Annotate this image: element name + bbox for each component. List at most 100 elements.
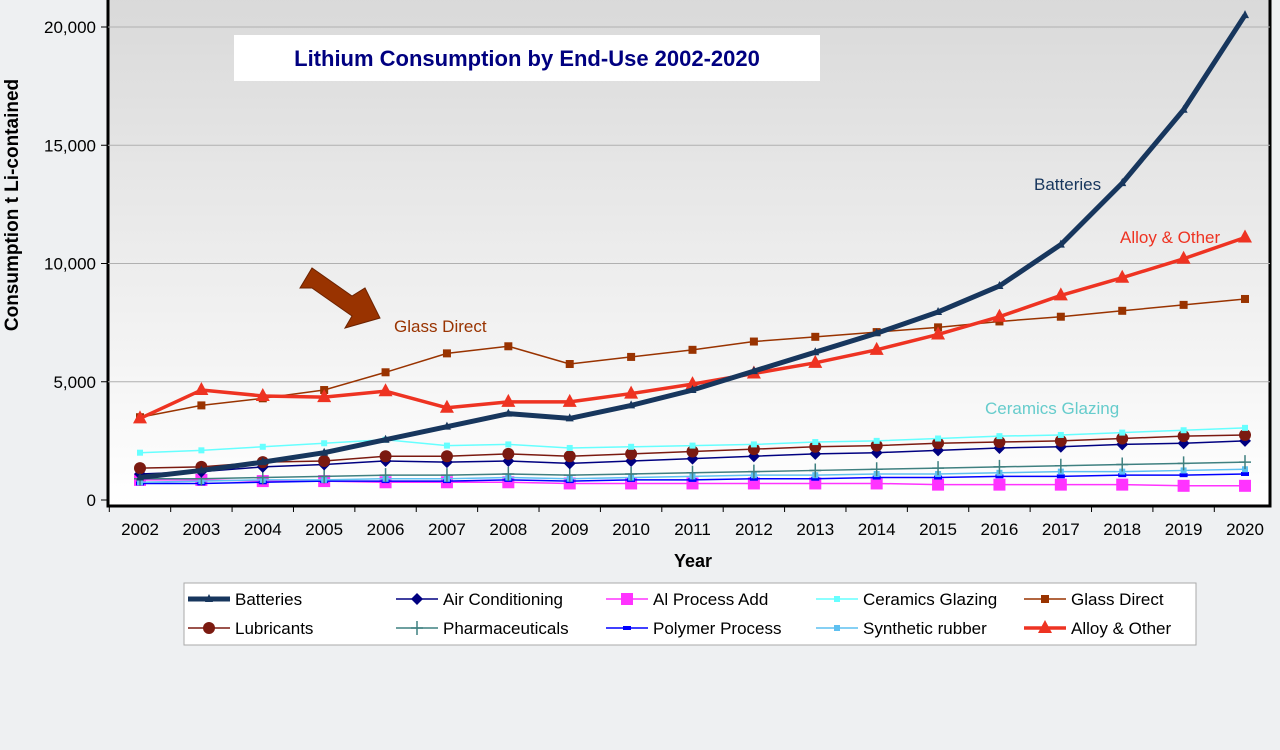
- legend-label: Ceramics Glazing: [863, 590, 997, 609]
- data-point: [627, 352, 636, 361]
- data-point: [501, 393, 516, 407]
- legend-item: Synthetic rubber: [816, 619, 987, 638]
- x-tick-label: 2018: [1103, 520, 1141, 539]
- data-point: [812, 439, 819, 446]
- data-point: [811, 332, 820, 341]
- data-point: [566, 444, 573, 451]
- y-tick-label: 10,000: [44, 255, 96, 274]
- data-point: [1177, 456, 1190, 471]
- legend-item: Glass Direct: [1024, 590, 1164, 609]
- x-tick-label: 2014: [858, 520, 896, 539]
- data-point: [197, 465, 206, 474]
- x-tick-label: 2016: [981, 520, 1019, 539]
- data-point: [935, 435, 942, 442]
- data-point: [1054, 478, 1067, 491]
- data-point: [870, 462, 883, 477]
- data-point: [381, 368, 390, 377]
- data-point: [932, 478, 945, 491]
- legend-marker: [834, 596, 840, 602]
- annotation-alloy-other: Alloy & Other: [1120, 228, 1220, 247]
- data-point: [255, 387, 270, 401]
- y-tick-label: 5,000: [53, 373, 96, 392]
- data-point: [1054, 458, 1067, 473]
- data-point: [1239, 455, 1251, 470]
- data-point: [1116, 457, 1129, 472]
- data-point: [442, 421, 451, 430]
- data-point: [1056, 239, 1065, 248]
- data-point: [995, 280, 1004, 289]
- data-point: [1242, 466, 1248, 473]
- data-point: [993, 478, 1006, 491]
- x-tick-label: 2015: [919, 520, 957, 539]
- data-point: [872, 475, 881, 480]
- legend-label: Batteries: [235, 590, 302, 609]
- data-point: [747, 464, 760, 479]
- data-point: [749, 476, 758, 481]
- data-point: [194, 382, 209, 396]
- data-point: [443, 442, 450, 449]
- data-point: [1242, 424, 1248, 431]
- data-point: [563, 468, 576, 483]
- data-point: [321, 440, 328, 447]
- data-point: [809, 463, 822, 478]
- data-point: [1176, 250, 1191, 264]
- legend-label: Synthetic rubber: [863, 619, 987, 638]
- data-point: [318, 454, 331, 467]
- data-point: [502, 466, 515, 481]
- legend-marker: [834, 625, 840, 631]
- legend-item: Polymer Process: [606, 619, 781, 638]
- data-point: [1180, 427, 1187, 434]
- data-point: [749, 366, 758, 375]
- data-point: [1119, 468, 1126, 475]
- data-point: [625, 466, 638, 481]
- data-point: [1179, 104, 1188, 113]
- data-point: [1116, 478, 1129, 491]
- data-point: [259, 443, 266, 450]
- legend-marker: [205, 594, 213, 602]
- data-point: [870, 477, 883, 490]
- plot-area: [106, 0, 1272, 508]
- series-batteries: [136, 10, 1249, 481]
- data-point: [379, 450, 392, 463]
- data-point: [1177, 479, 1190, 492]
- data-point: [258, 457, 267, 466]
- data-point: [1056, 474, 1065, 479]
- data-point: [440, 468, 453, 483]
- chart-title: Lithium Consumption by End-Use 2002-2020: [294, 46, 760, 71]
- y-axis-label: Consumption t Li-contained: [2, 79, 23, 331]
- data-point: [505, 441, 512, 448]
- legend-box: [183, 582, 1197, 646]
- data-point: [625, 447, 638, 460]
- x-tick-label: 2010: [612, 520, 650, 539]
- y-tick-label: 15,000: [44, 136, 96, 155]
- data-point: [688, 345, 697, 354]
- data-point: [378, 383, 393, 397]
- data-point: [872, 328, 881, 337]
- data-point: [689, 442, 696, 449]
- data-point: [137, 449, 143, 456]
- data-point: [1118, 306, 1127, 315]
- data-point: [134, 462, 146, 475]
- data-point: [197, 401, 206, 410]
- legend-marker: [1041, 595, 1049, 603]
- data-point: [873, 437, 880, 444]
- x-tick-label: 2002: [121, 520, 159, 539]
- data-point: [688, 385, 697, 394]
- legend-marker: [411, 593, 423, 605]
- y-axis: 0 5,000 10,000 15,000 20,000: [44, 18, 108, 510]
- x-tick-label: 2017: [1042, 520, 1080, 539]
- series-ceramics-glazing: [137, 424, 1248, 456]
- data-point: [1056, 312, 1065, 321]
- x-axis-label: Year: [674, 551, 712, 571]
- data-point: [563, 450, 576, 463]
- data-point: [504, 342, 513, 351]
- legend-item: Lubricants: [188, 619, 313, 638]
- series-alloy-other: [133, 229, 1252, 424]
- data-point: [1053, 287, 1068, 301]
- x-tick-label: 2006: [367, 520, 405, 539]
- data-point: [442, 349, 451, 358]
- data-point: [504, 408, 513, 417]
- data-point: [1115, 269, 1130, 283]
- x-tick-label: 2012: [735, 520, 773, 539]
